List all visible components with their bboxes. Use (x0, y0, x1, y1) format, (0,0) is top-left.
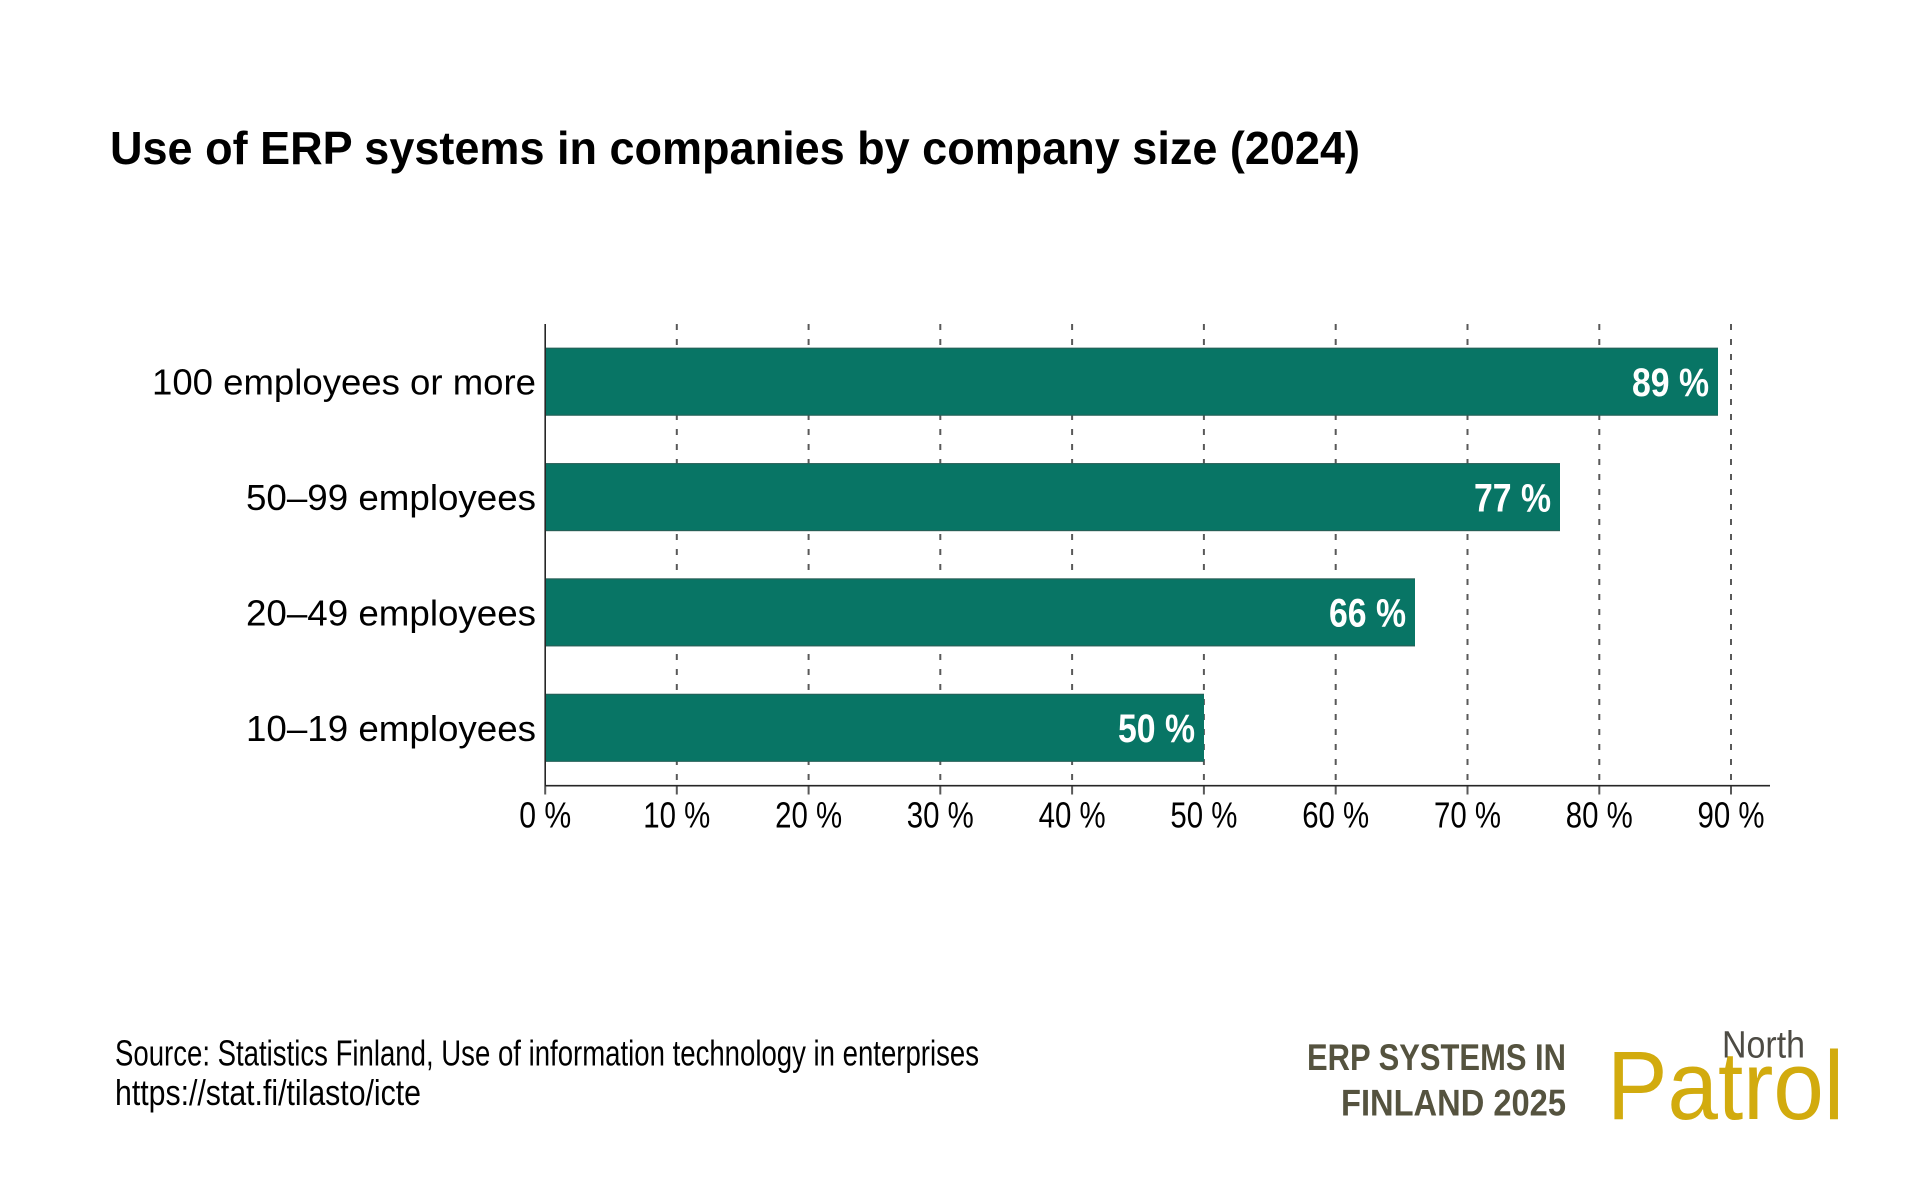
svg-text:90 %: 90 % (1698, 795, 1765, 836)
svg-text:North: North (1722, 1025, 1805, 1067)
svg-text:ERP SYSTEMS IN: ERP SYSTEMS IN (1307, 1037, 1566, 1078)
svg-text:70 %: 70 % (1434, 795, 1501, 836)
svg-text:FINLAND 2025: FINLAND 2025 (1341, 1083, 1566, 1124)
svg-text:30 %: 30 % (907, 795, 974, 836)
svg-text:20–49 employees: 20–49 employees (246, 592, 536, 633)
svg-text:50–99 employees: 50–99 employees (246, 477, 536, 518)
svg-text:89 %: 89 % (1632, 361, 1709, 405)
svg-text:20 %: 20 % (775, 795, 842, 836)
svg-text:10–19 employees: 10–19 employees (246, 708, 536, 749)
svg-text:0 %: 0 % (519, 795, 571, 836)
svg-text:80 %: 80 % (1566, 795, 1633, 836)
svg-text:Patrol: Patrol (1607, 1031, 1844, 1140)
svg-text:https://stat.fi/tilasto/icte: https://stat.fi/tilasto/icte (115, 1072, 421, 1113)
svg-text:100 employees or more: 100 employees or more (152, 362, 536, 403)
svg-text:10 %: 10 % (643, 795, 710, 836)
svg-text:50 %: 50 % (1118, 707, 1195, 751)
svg-text:77 %: 77 % (1474, 476, 1551, 520)
svg-text:60 %: 60 % (1302, 795, 1369, 836)
svg-text:40 %: 40 % (1039, 795, 1106, 836)
svg-text:50 %: 50 % (1170, 795, 1237, 836)
svg-text:Use of ERP systems in companie: Use of ERP systems in companies by compa… (110, 122, 1360, 174)
svg-text:Source: Statistics Finland, Us: Source: Statistics Finland, Use of infor… (115, 1033, 979, 1074)
svg-text:66 %: 66 % (1329, 592, 1406, 636)
